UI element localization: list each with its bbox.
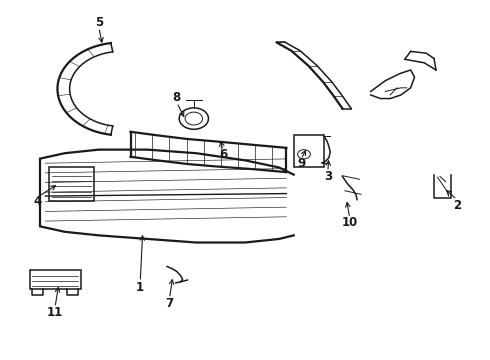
Text: 5: 5 [95, 16, 103, 29]
Text: 4: 4 [34, 195, 42, 208]
Bar [30, 270, 81, 289]
Text: 3: 3 [324, 170, 332, 183]
Text: 9: 9 [297, 157, 305, 170]
Text: 6: 6 [219, 148, 227, 162]
Text: 10: 10 [342, 216, 358, 229]
Text: 7: 7 [166, 297, 173, 310]
Text: 2: 2 [453, 198, 461, 212]
Bar [49, 167, 94, 202]
Text: 8: 8 [172, 91, 181, 104]
Text: 11: 11 [47, 306, 63, 319]
Bar [294, 135, 324, 167]
Text: 1: 1 [136, 281, 145, 294]
